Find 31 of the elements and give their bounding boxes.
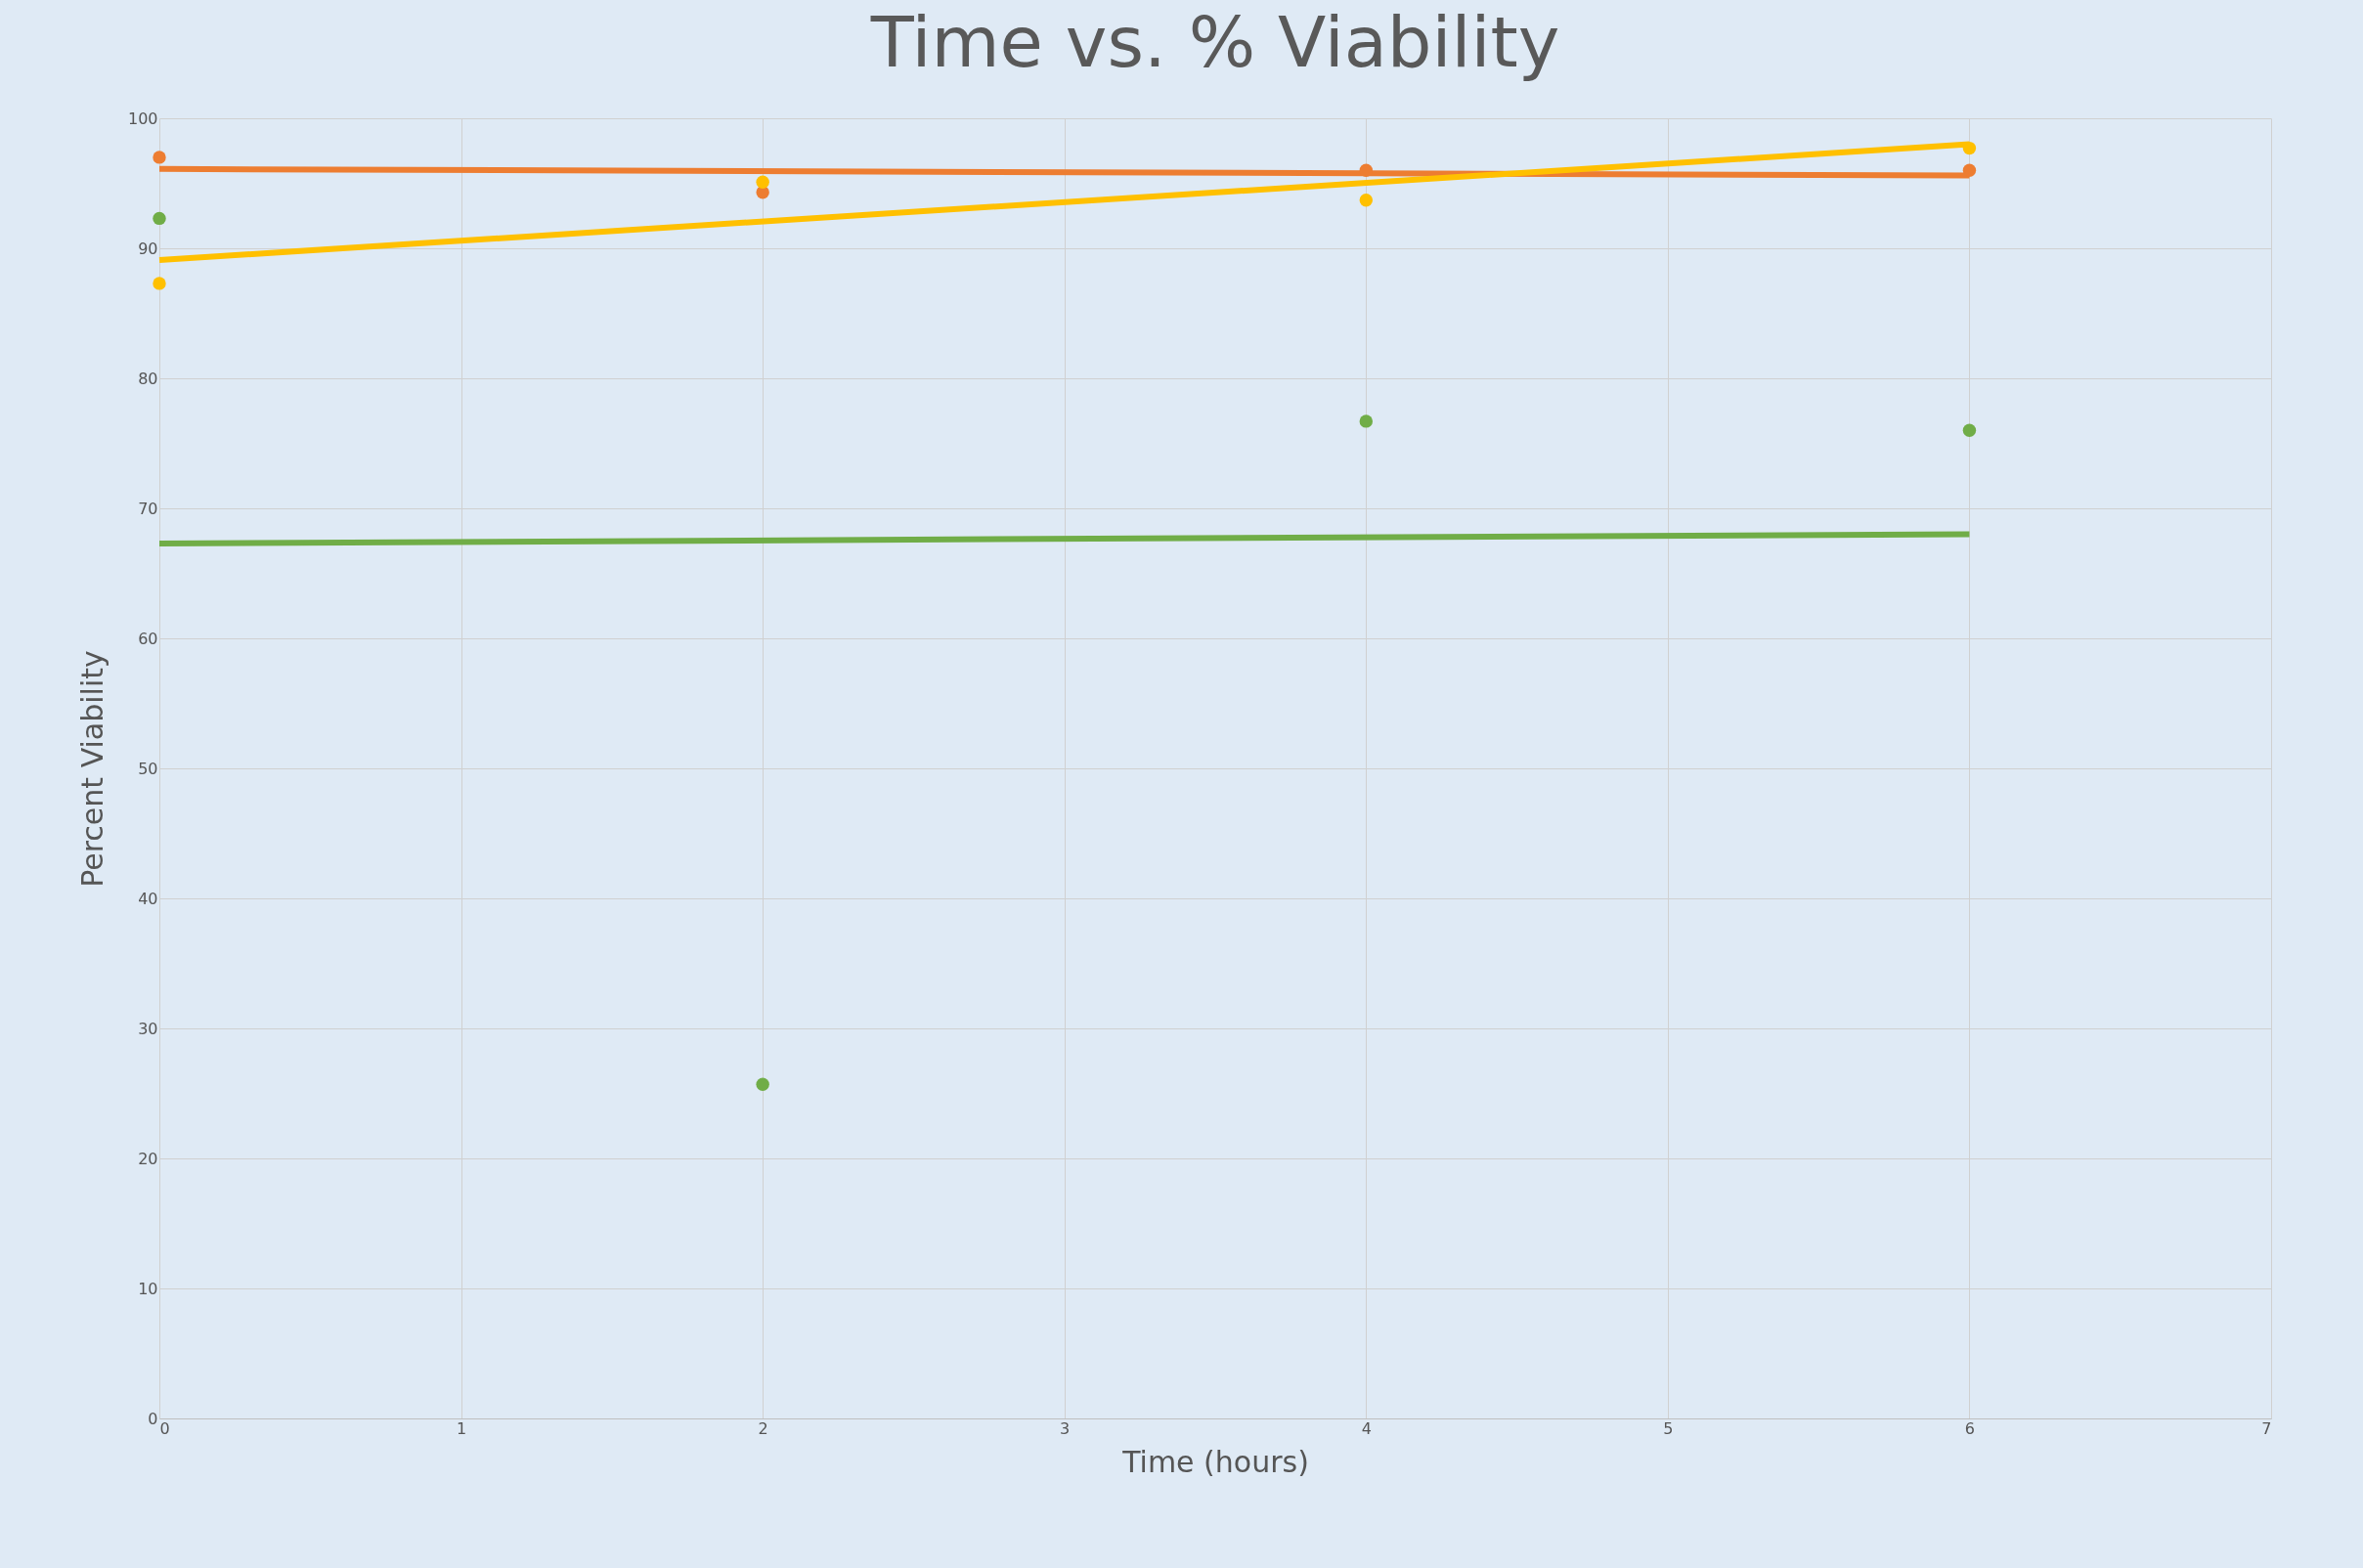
x-tick-label: 4 — [1361, 1418, 1372, 1438]
point — [756, 175, 769, 189]
point — [756, 1077, 769, 1091]
y-tick-label: 20 — [138, 1149, 158, 1168]
x-tick-label: 2 — [758, 1418, 768, 1438]
x-tick-label: 5 — [1663, 1418, 1674, 1438]
y-tick-label: 90 — [138, 239, 158, 258]
y-tick-label: 10 — [138, 1279, 158, 1298]
point — [1359, 414, 1373, 428]
y-tick-label: 50 — [138, 759, 158, 778]
y-tick-label: 40 — [138, 889, 158, 908]
x-tick-label: 3 — [1060, 1418, 1071, 1438]
y-tick-label: 30 — [138, 1019, 158, 1038]
y-tick-label: 80 — [138, 369, 158, 388]
x-tick-label: 6 — [1964, 1418, 1976, 1438]
point — [1359, 194, 1373, 207]
chart-title: Time vs. % Viability — [869, 1, 1560, 83]
point — [1962, 141, 1977, 155]
y-tick-label: 100 — [127, 109, 158, 128]
y-axis-title: Percent Viability — [74, 650, 109, 888]
point — [1962, 163, 1977, 177]
x-tick-label: 7 — [2261, 1418, 2272, 1438]
y-tick-label: 70 — [138, 499, 158, 518]
point — [1359, 163, 1373, 177]
x-axis-title: Time (hours) — [1121, 1444, 1309, 1479]
point — [153, 211, 166, 226]
x-tick-label: 1 — [456, 1418, 467, 1438]
point — [153, 151, 166, 164]
y-tick-label: 60 — [138, 629, 158, 648]
point — [153, 277, 166, 290]
point — [1962, 423, 1977, 437]
